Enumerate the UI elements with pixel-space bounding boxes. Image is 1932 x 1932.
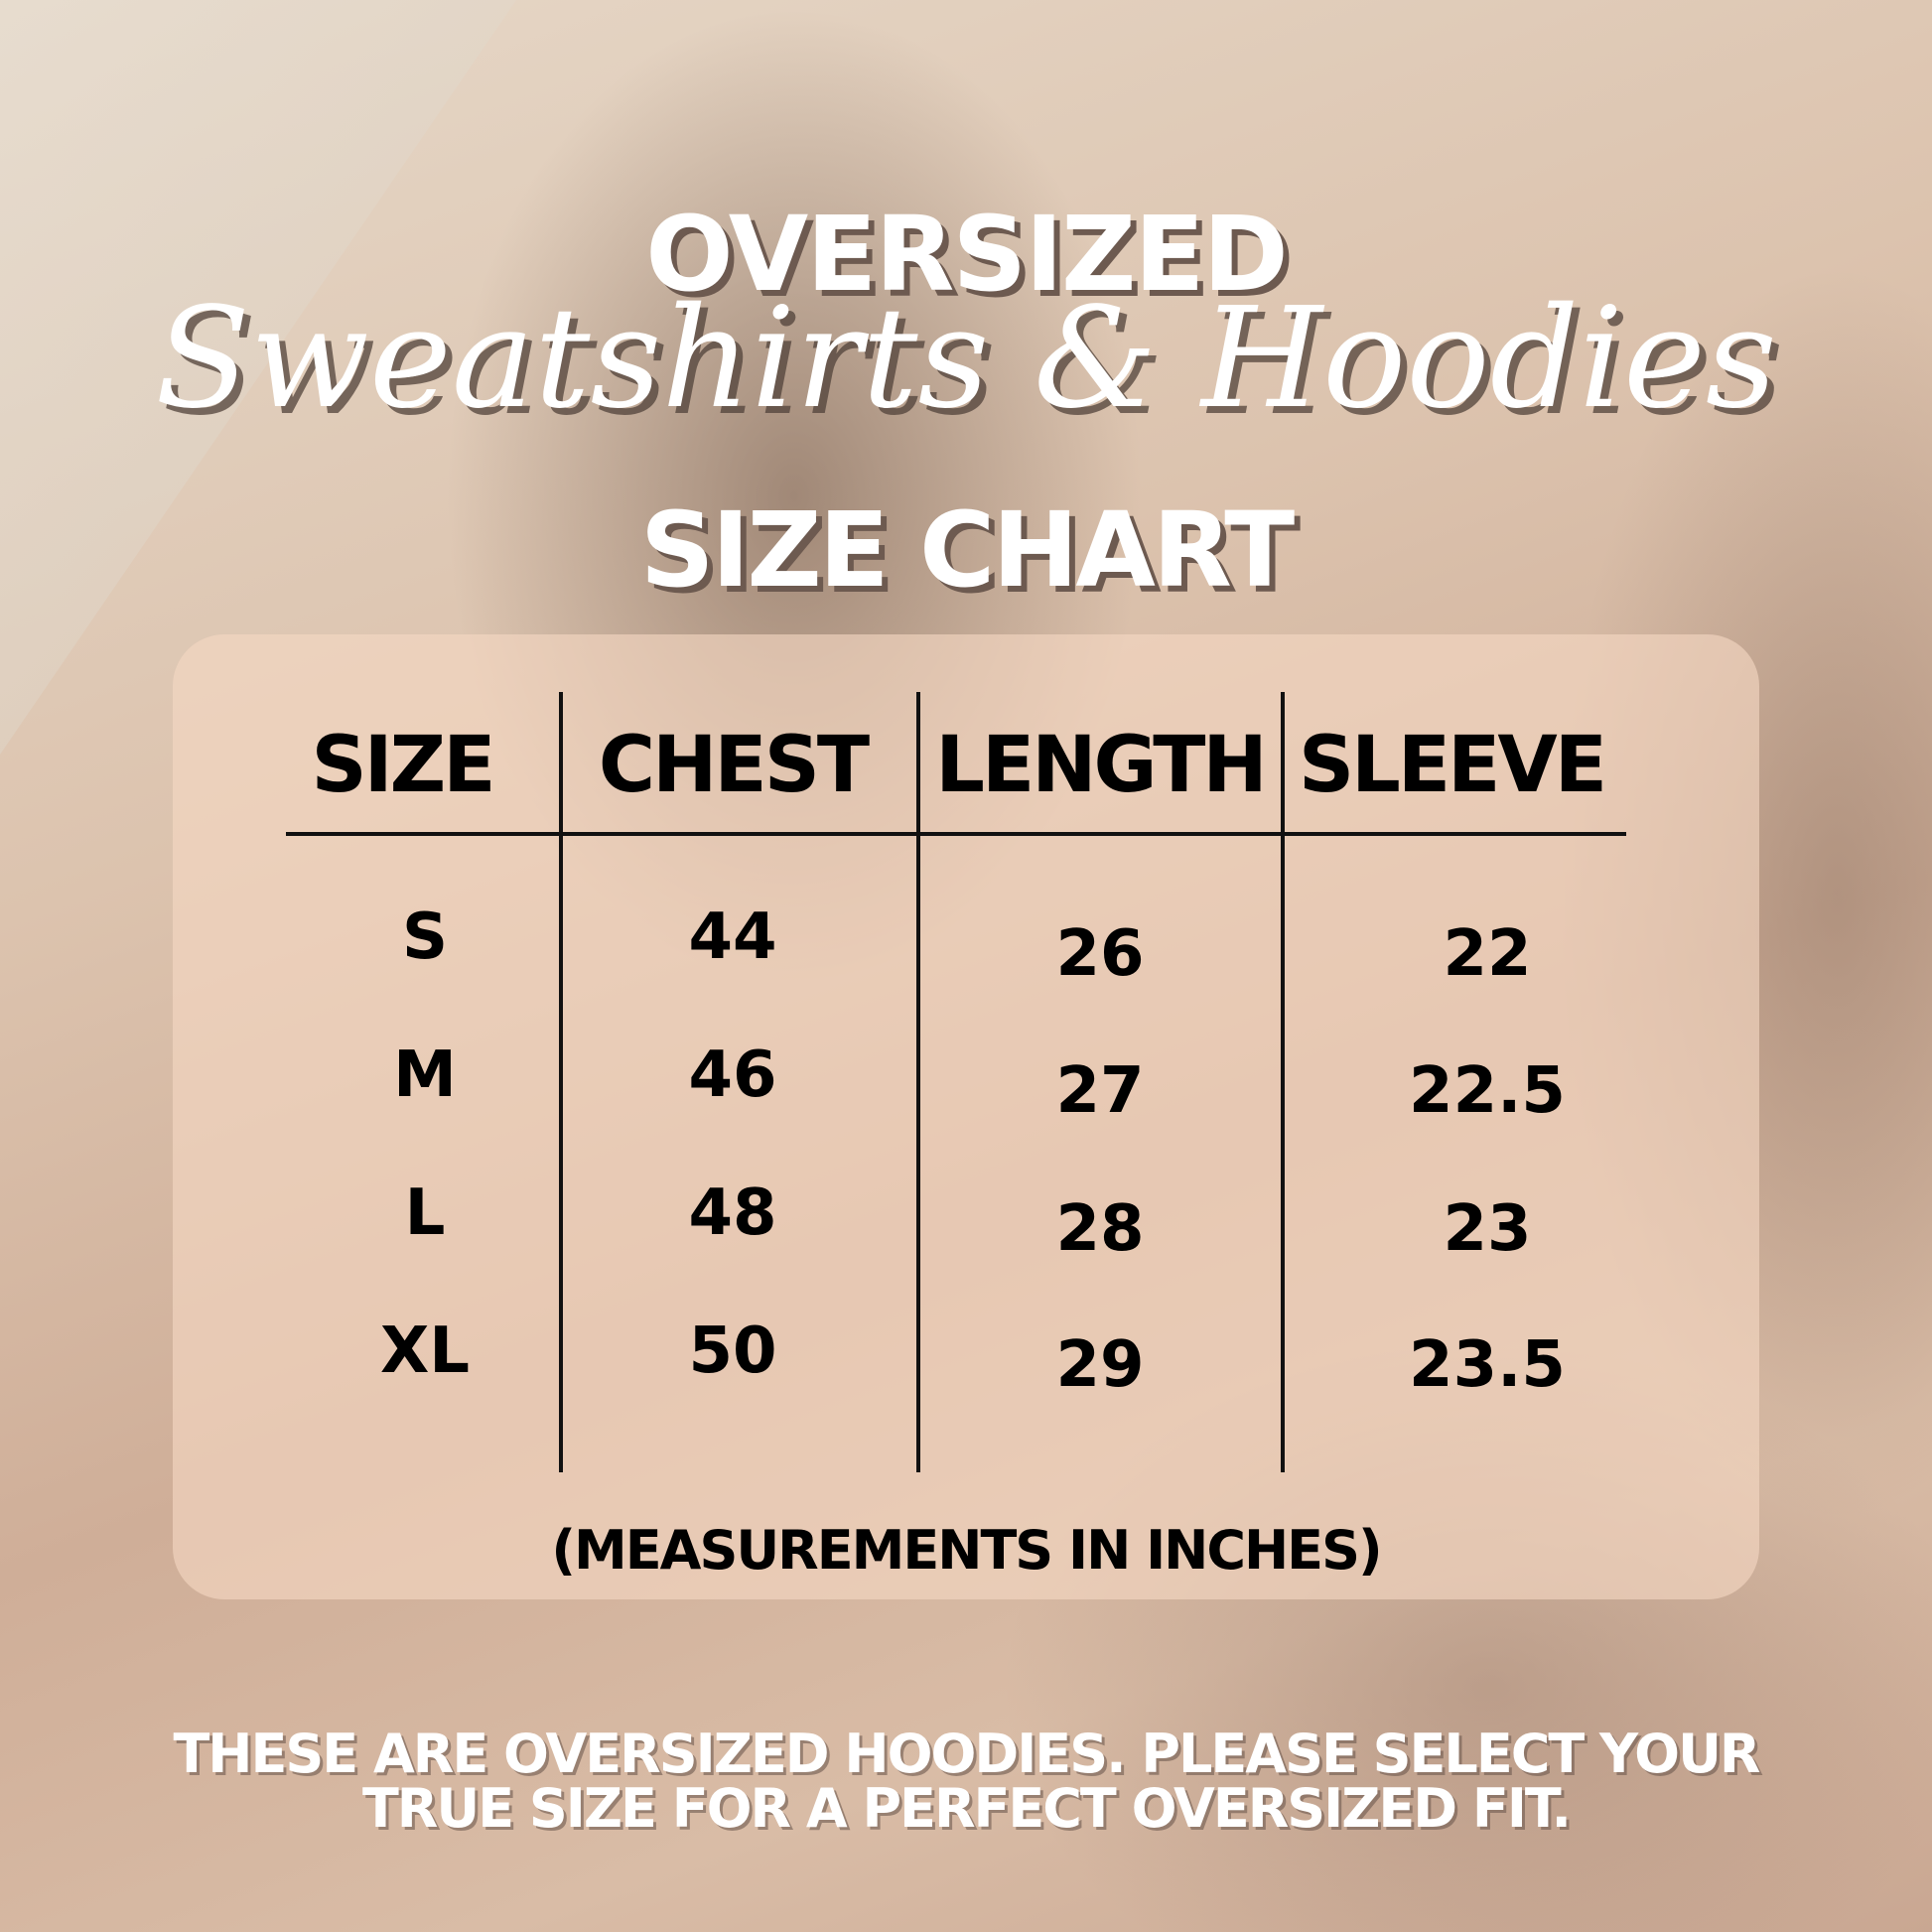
- header-length: LENGTH: [935, 721, 1267, 810]
- cell-sleeve: 22: [1443, 917, 1532, 991]
- header-size: SIZE: [311, 721, 495, 810]
- cell-size: L: [404, 1176, 446, 1250]
- measurement-note: (MEASUREMENTS IN INCHES): [551, 1519, 1382, 1582]
- cell-sleeve: 23.5: [1409, 1328, 1566, 1402]
- cell-chest: 44: [688, 900, 777, 974]
- column-divider: [559, 692, 563, 1472]
- title-oversized: OVERSIZED: [645, 194, 1289, 315]
- size-table-panel: [173, 634, 1759, 1599]
- header-divider: [286, 832, 1626, 836]
- title-script: Sweatshirts & Hoodies: [155, 278, 1777, 440]
- cell-length: 26: [1055, 917, 1145, 991]
- cell-chest: 50: [688, 1314, 777, 1388]
- cell-size: M: [393, 1038, 457, 1112]
- cell-chest: 46: [688, 1038, 777, 1112]
- cell-length: 28: [1055, 1192, 1145, 1266]
- header-chest: CHEST: [598, 721, 870, 810]
- cell-sleeve: 22.5: [1409, 1054, 1566, 1128]
- header-sleeve: SLEEVE: [1298, 721, 1607, 810]
- cell-length: 29: [1055, 1328, 1145, 1402]
- cell-chest: 48: [688, 1176, 777, 1250]
- cell-length: 27: [1055, 1054, 1145, 1128]
- title-size-chart: SIZE CHART: [639, 489, 1295, 611]
- footer-line-1: THESE ARE OVERSIZED HOODIES. PLEASE SELE…: [173, 1723, 1760, 1785]
- footer-line-2: TRUE SIZE FOR A PERFECT OVERSIZED FIT.: [361, 1777, 1572, 1840]
- column-divider: [916, 692, 920, 1472]
- cell-size: XL: [379, 1314, 471, 1388]
- cell-size: S: [401, 900, 449, 974]
- cell-sleeve: 23: [1443, 1192, 1532, 1266]
- column-divider: [1281, 692, 1285, 1472]
